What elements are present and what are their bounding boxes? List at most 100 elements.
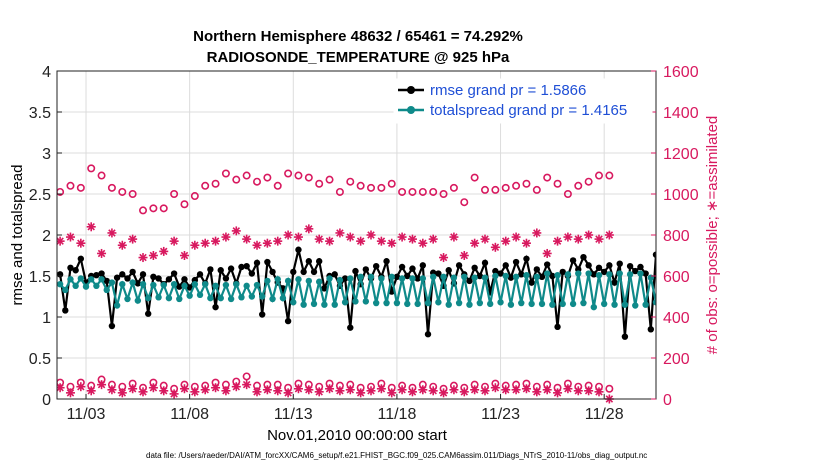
rmse-point	[181, 276, 188, 283]
assimilated-point-stroke	[305, 225, 313, 233]
assimilated-point	[283, 230, 293, 240]
assimilated-point	[470, 238, 480, 248]
possible_low-point	[242, 372, 251, 381]
assimilated_low-point	[169, 389, 179, 399]
y-left-tick-label: 0	[42, 392, 51, 409]
totalspread-point	[233, 281, 240, 288]
rmse-point	[72, 267, 79, 274]
assimilated-point-stroke	[336, 229, 344, 237]
assimilated_low-point	[86, 386, 96, 396]
totalspread-point	[626, 271, 634, 278]
possible-point	[429, 187, 438, 196]
assimilated-point	[65, 232, 75, 242]
rmse-point	[134, 280, 142, 287]
rmse-point	[227, 265, 235, 272]
assimilated-point-stroke	[470, 239, 479, 247]
assimilated-point	[387, 238, 397, 248]
possible-point	[294, 171, 303, 180]
assimilated_low-point	[532, 387, 542, 397]
totalspread-point	[274, 276, 281, 283]
totalspread-point	[352, 298, 359, 305]
rmse-point	[435, 270, 442, 277]
assimilated-point-stroke	[315, 235, 323, 243]
assimilated-point-stroke	[512, 233, 520, 241]
assimilated_low-point-stroke	[481, 387, 489, 395]
assimilated-point-stroke	[66, 233, 75, 241]
possible-point	[408, 187, 417, 196]
assimilated-point	[511, 232, 521, 242]
assimilated_low-point-stroke	[108, 386, 116, 394]
assimilated-point-stroke	[460, 251, 469, 260]
totalspread-point	[642, 301, 649, 308]
assimilated-point	[325, 236, 335, 246]
rmse-point	[518, 271, 525, 278]
totalspread-point	[435, 299, 442, 306]
rmse-point	[554, 323, 561, 331]
totalspread-point	[310, 300, 318, 308]
assimilated_low-point	[314, 387, 324, 397]
assimilated-point	[76, 238, 86, 248]
series-possible	[57, 164, 614, 215]
assimilated-point-stroke	[108, 229, 116, 237]
rmse-point	[57, 271, 64, 278]
assimilated_low-point	[179, 384, 189, 394]
legend: rmse grand pr = 1.5866 totalspread grand…	[393, 78, 653, 124]
possible-point	[76, 183, 85, 192]
rmse-point	[352, 267, 359, 275]
totalspread-point	[523, 271, 530, 279]
assimilated_low-point-stroke	[315, 388, 323, 396]
assimilated_low-point-stroke	[387, 389, 396, 397]
legend-box	[393, 78, 653, 124]
rmse-point	[476, 272, 484, 280]
assimilated-point-stroke	[356, 237, 365, 245]
assimilated_low-point	[335, 386, 345, 396]
assimilated-point	[356, 236, 366, 246]
assimilated-point	[200, 238, 210, 248]
totalspread-point	[455, 299, 463, 307]
possible-point	[335, 187, 344, 196]
totalspread-point	[290, 299, 297, 306]
series-rmse-line	[59, 249, 656, 337]
rmse-point	[238, 263, 245, 271]
chart-title-line2: RADIOSONDE_TEMPERATURE @ 925 hPa	[207, 49, 510, 66]
totalspread-point	[518, 299, 525, 307]
rmse-point	[347, 324, 354, 331]
legend-totalspread-label: totalspread grand pr = 1.4165	[430, 102, 627, 119]
assimilated-point-stroke	[605, 231, 614, 239]
rmse-point	[290, 268, 297, 276]
totalspread-point	[663, 296, 669, 302]
assimilated_low-point	[283, 388, 293, 398]
chart-title-line1: Northern Hemisphere 48632 / 65461 = 74.2…	[193, 28, 523, 45]
possible-point	[149, 204, 158, 213]
rmse-point	[108, 322, 116, 330]
y-left-tick-label: 3.5	[29, 105, 51, 122]
x-tick-label: 11/23	[481, 406, 520, 423]
totalspread-point	[580, 299, 587, 307]
assimilated-point	[439, 253, 449, 263]
totalspread-point	[176, 295, 183, 303]
totalspread-point	[160, 281, 167, 289]
assimilated_low-point-stroke	[305, 386, 313, 394]
rmse-point	[663, 255, 669, 261]
totalspread-point	[564, 271, 572, 278]
assimilated_low-point-stroke	[66, 389, 75, 397]
y-left-tick-label: 0.5	[29, 351, 51, 368]
possible-point	[367, 183, 376, 192]
totalspread-point	[113, 302, 121, 309]
assimilated-point-stroke	[253, 241, 261, 249]
totalspread-point	[150, 281, 157, 289]
assimilated_low-point	[76, 382, 86, 392]
rmse-point	[315, 258, 323, 265]
assimilated_low-point	[563, 384, 573, 394]
possible-point	[439, 190, 448, 199]
assimilated-point-stroke	[159, 247, 168, 256]
assimilated-point	[293, 232, 303, 242]
assimilated-point	[459, 251, 469, 260]
totalspread-point	[144, 294, 152, 302]
assimilated_low-point	[221, 386, 231, 396]
rmse-point	[305, 258, 313, 265]
assimilated_low-point-stroke	[180, 385, 189, 393]
possible-point	[470, 173, 479, 182]
assimilated_low-point-stroke	[533, 388, 541, 396]
